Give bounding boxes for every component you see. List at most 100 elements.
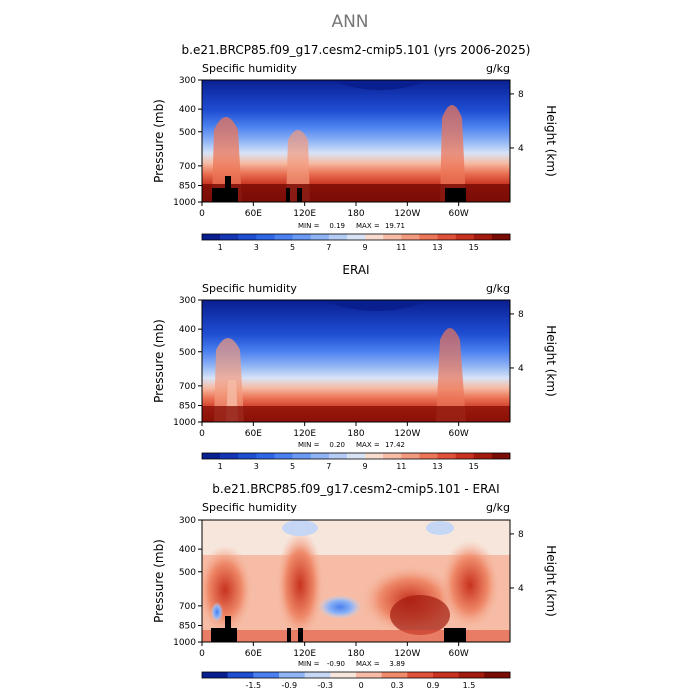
colorbar-swatch: [473, 453, 493, 459]
stats-min-label: MIN =: [298, 660, 320, 668]
colorbar-label: 0.3: [391, 681, 404, 690]
height-tick-label: 8: [518, 530, 524, 540]
colorbar-swatch: [484, 672, 511, 678]
colorbar-swatch: [292, 453, 312, 459]
colorbar-label: 3: [254, 243, 259, 252]
stats-max-label: MAX =: [356, 660, 380, 668]
colorbar-swatch: [455, 234, 475, 240]
colorbar-swatch: [256, 234, 275, 240]
colorbar-swatch: [274, 234, 293, 240]
panel-title: b.e21.BRCP85.f09_g17.cesm2-cmip5.101 - E…: [212, 482, 499, 496]
height-tick-label: 8: [518, 310, 524, 320]
colorbar-swatch: [356, 672, 382, 678]
topography-mask: [211, 616, 466, 642]
colorbar-label: 0.9: [427, 681, 440, 690]
colorbar-swatch: [419, 453, 438, 459]
colorbar-swatch: [202, 234, 221, 240]
colorbar-label: 7: [326, 462, 331, 471]
colorbar-swatch: [346, 234, 366, 240]
y-tick-label: 400: [179, 105, 196, 115]
x-tick-label: 120W: [394, 209, 420, 219]
colorbar-swatch: [256, 453, 275, 459]
x-tick-label: 180: [347, 429, 364, 439]
y-tick-label: 1000: [173, 198, 196, 208]
y-axis-right-label: Height (km): [544, 105, 558, 176]
colorbar-swatch: [292, 234, 312, 240]
colorbar-swatch: [274, 453, 293, 459]
x-tick-label: 180: [347, 649, 364, 659]
stats-max: 17.42: [385, 441, 405, 449]
y-tick-label: 500: [179, 568, 196, 578]
variable-label: Specific humidity: [202, 282, 297, 295]
colorbar-swatch: [419, 234, 438, 240]
stats-min-label: MIN =: [298, 222, 320, 230]
stats-max: 19.71: [385, 222, 405, 230]
colorbar-label: 13: [432, 462, 442, 471]
x-tick-label: 120E: [293, 209, 316, 219]
colorbar-swatch: [238, 453, 257, 459]
x-tick-label: 0: [199, 649, 205, 659]
units-label: g/kg: [486, 282, 510, 295]
x-tick-label: 60W: [448, 429, 468, 439]
colorbar-label: 13: [432, 243, 442, 252]
colorbar-swatch: [455, 453, 475, 459]
field-plot: [202, 80, 510, 202]
stats-min-label: MIN =: [298, 441, 320, 449]
figure-title: ANN: [331, 12, 368, 32]
y-axis-label: Pressure (mb): [152, 319, 166, 403]
colorbar-swatch: [346, 453, 366, 459]
panel-title: b.e21.BRCP85.f09_g17.cesm2-cmip5.101 (yr…: [182, 43, 531, 57]
x-tick-label: 60E: [245, 429, 262, 439]
y-tick-label: 850: [179, 402, 196, 412]
colorbar-label: -0.3: [317, 681, 333, 690]
colorbar-swatch: [365, 234, 384, 240]
colorbar-swatch: [202, 672, 228, 678]
x-tick-label: 120E: [293, 649, 316, 659]
stats-min: 0.20: [329, 441, 345, 449]
x-tick-label: 120W: [394, 649, 420, 659]
y-tick-label: 700: [179, 382, 196, 392]
y-tick-label: 1000: [173, 418, 196, 428]
colorbar-label: 1: [218, 462, 223, 471]
height-tick-label: 8: [518, 90, 524, 100]
y-tick-label: 400: [179, 545, 196, 555]
colorbar-frame: [201, 671, 511, 679]
colorbar-swatch: [304, 672, 331, 678]
colorbar-swatch: [310, 234, 330, 240]
variable-label: Specific humidity: [202, 501, 297, 514]
colorbar-swatch: [330, 672, 357, 678]
colorbar-swatch: [491, 234, 511, 240]
y-tick-label: 1000: [173, 638, 196, 648]
colorbar-swatch: [328, 453, 348, 459]
colorbar-swatch: [401, 234, 420, 240]
colorbar-label: -1.5: [246, 681, 262, 690]
colorbar-swatch: [437, 234, 456, 240]
panel-model: b.e21.BRCP85.f09_g17.cesm2-cmip5.101 (yr…: [152, 43, 558, 252]
colorbar-label: 0: [359, 681, 364, 690]
y-axis-right-label: Height (km): [544, 325, 558, 396]
height-tick-label: 4: [518, 144, 524, 154]
colorbar-swatch: [220, 453, 239, 459]
colorbar-swatch: [328, 234, 348, 240]
stats-max-label: MAX =: [356, 222, 380, 230]
colorbar-swatch: [491, 453, 511, 459]
colorbar-swatch: [279, 672, 305, 678]
colorbar-swatch: [383, 453, 402, 459]
units-label: g/kg: [486, 501, 510, 514]
colorbar-label: 3: [254, 462, 259, 471]
y-tick-label: 300: [179, 296, 196, 306]
field-plot: [202, 300, 510, 422]
colorbar-label: 11: [396, 462, 406, 471]
height-tick-label: 4: [518, 364, 524, 374]
y-tick-label: 500: [179, 128, 196, 138]
x-tick-label: 120W: [394, 429, 420, 439]
y-tick-label: 700: [179, 602, 196, 612]
y-axis-label: Pressure (mb): [152, 99, 166, 183]
colorbar-label: 9: [363, 243, 368, 252]
colorbar-frame: [201, 233, 511, 241]
height-tick-label: 4: [518, 584, 524, 594]
colorbar-label: -0.9: [281, 681, 297, 690]
colorbar-swatch: [381, 672, 408, 678]
y-tick-label: 850: [179, 182, 196, 192]
stats-max: 3.89: [389, 660, 405, 668]
